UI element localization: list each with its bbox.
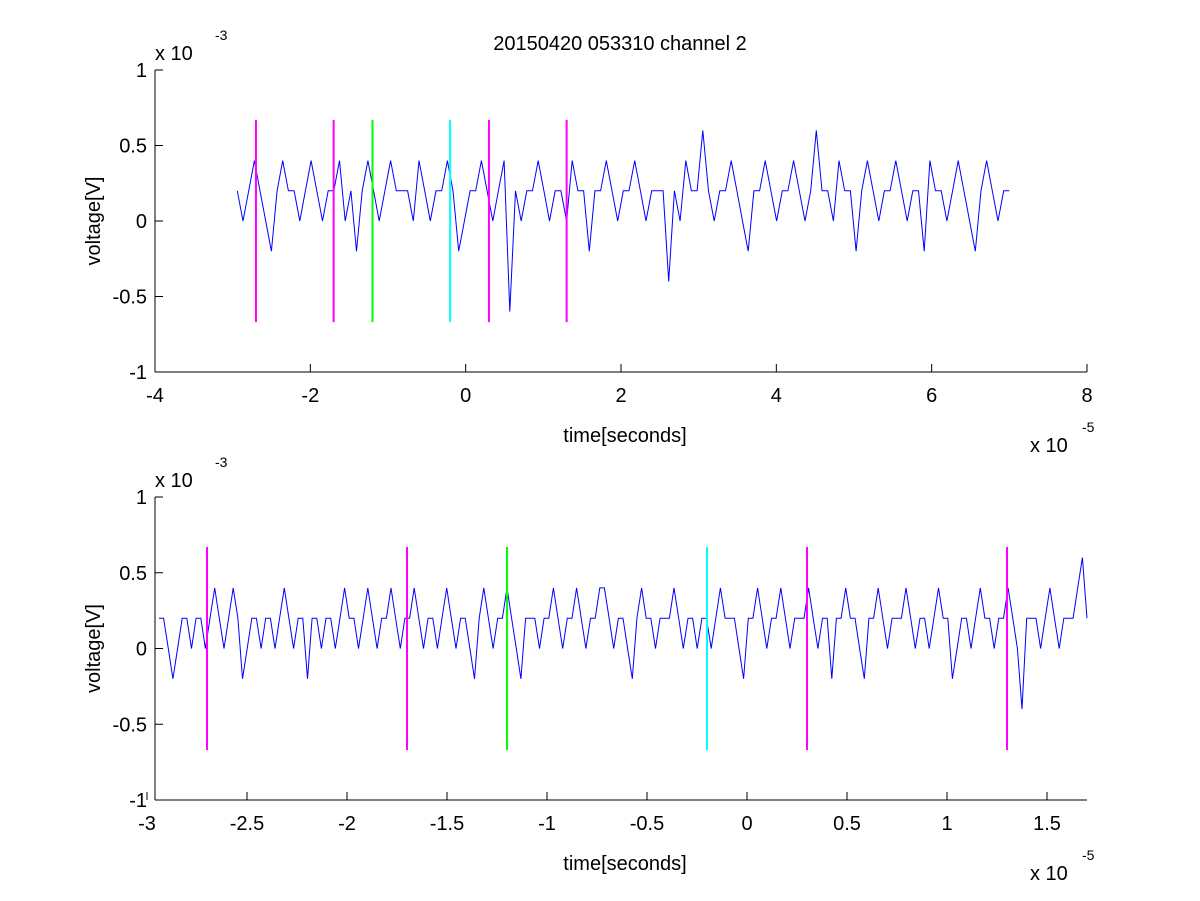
y-tick-label: 1 xyxy=(136,487,147,509)
x-tick-label: 1.5 xyxy=(1033,813,1061,835)
x-tick-label: -3 xyxy=(138,813,156,835)
y-exponent-power: -3 xyxy=(215,27,228,43)
x-tick-label: 0.5 xyxy=(833,813,861,835)
y-tick-label: -1 xyxy=(129,790,147,812)
y-axis-label: voltage[V] xyxy=(83,604,105,693)
y-tick-label: -1 xyxy=(129,362,147,384)
signal-trace xyxy=(159,557,1088,710)
x-exponent-label: x 10 xyxy=(1030,435,1068,457)
x-tick-label: -2 xyxy=(338,813,356,835)
x-axis-label: time[seconds] xyxy=(563,425,686,447)
y-axis-label: voltage[V] xyxy=(83,177,105,266)
x-exponent-power: -5 xyxy=(1082,847,1095,863)
x-tick-label: -1.5 xyxy=(430,813,464,835)
x-tick-label: -2 xyxy=(301,385,319,407)
x-tick-label: 8 xyxy=(1081,385,1092,407)
y-tick-label: 1 xyxy=(136,60,147,82)
y-tick-label: 0 xyxy=(136,211,147,233)
x-tick-label: 0 xyxy=(741,813,752,835)
y-tick-label: 0 xyxy=(136,639,147,661)
x-exponent-label: x 10 xyxy=(1030,863,1068,885)
x-tick-label: -4 xyxy=(146,385,164,407)
signal-trace xyxy=(236,130,1010,312)
x-tick-label: -0.5 xyxy=(630,813,664,835)
x-tick-label: -2.5 xyxy=(230,813,264,835)
axes-top: -4 -2 0 2 4 6 8 -1 -0.5 0 0.5 1 time[seconds] voltage… xyxy=(83,27,1095,457)
y-tick-label: -0.5 xyxy=(113,714,147,736)
x-axis-label: time[seconds] xyxy=(563,853,686,875)
y-exponent-power: -3 xyxy=(215,454,228,470)
y-tick-label: -0.5 xyxy=(113,287,147,309)
y-exponent-label: x 10 xyxy=(155,470,193,492)
x-tick-label: 0 xyxy=(460,385,471,407)
x-tick-label: -1 xyxy=(538,813,556,835)
x-tick-label: 2 xyxy=(615,385,626,407)
y-tick-label: 0.5 xyxy=(119,136,147,158)
x-exponent-power: -5 xyxy=(1082,419,1095,435)
y-tick-label: 0.5 xyxy=(119,563,147,585)
x-tick-label: 1 xyxy=(941,813,952,835)
x-tick-label: 6 xyxy=(926,385,937,407)
y-exponent-label: x 10 xyxy=(155,43,193,65)
figure-title: 20150420 053310 channel 2 xyxy=(493,33,747,55)
x-tick-label: 4 xyxy=(771,385,782,407)
axes-bottom: -3 -2.5 -2 -1.5 -1 -0.5 0 0.5 1 1.5 -1 -0.5 0 0.5 1 tim… xyxy=(83,454,1095,885)
